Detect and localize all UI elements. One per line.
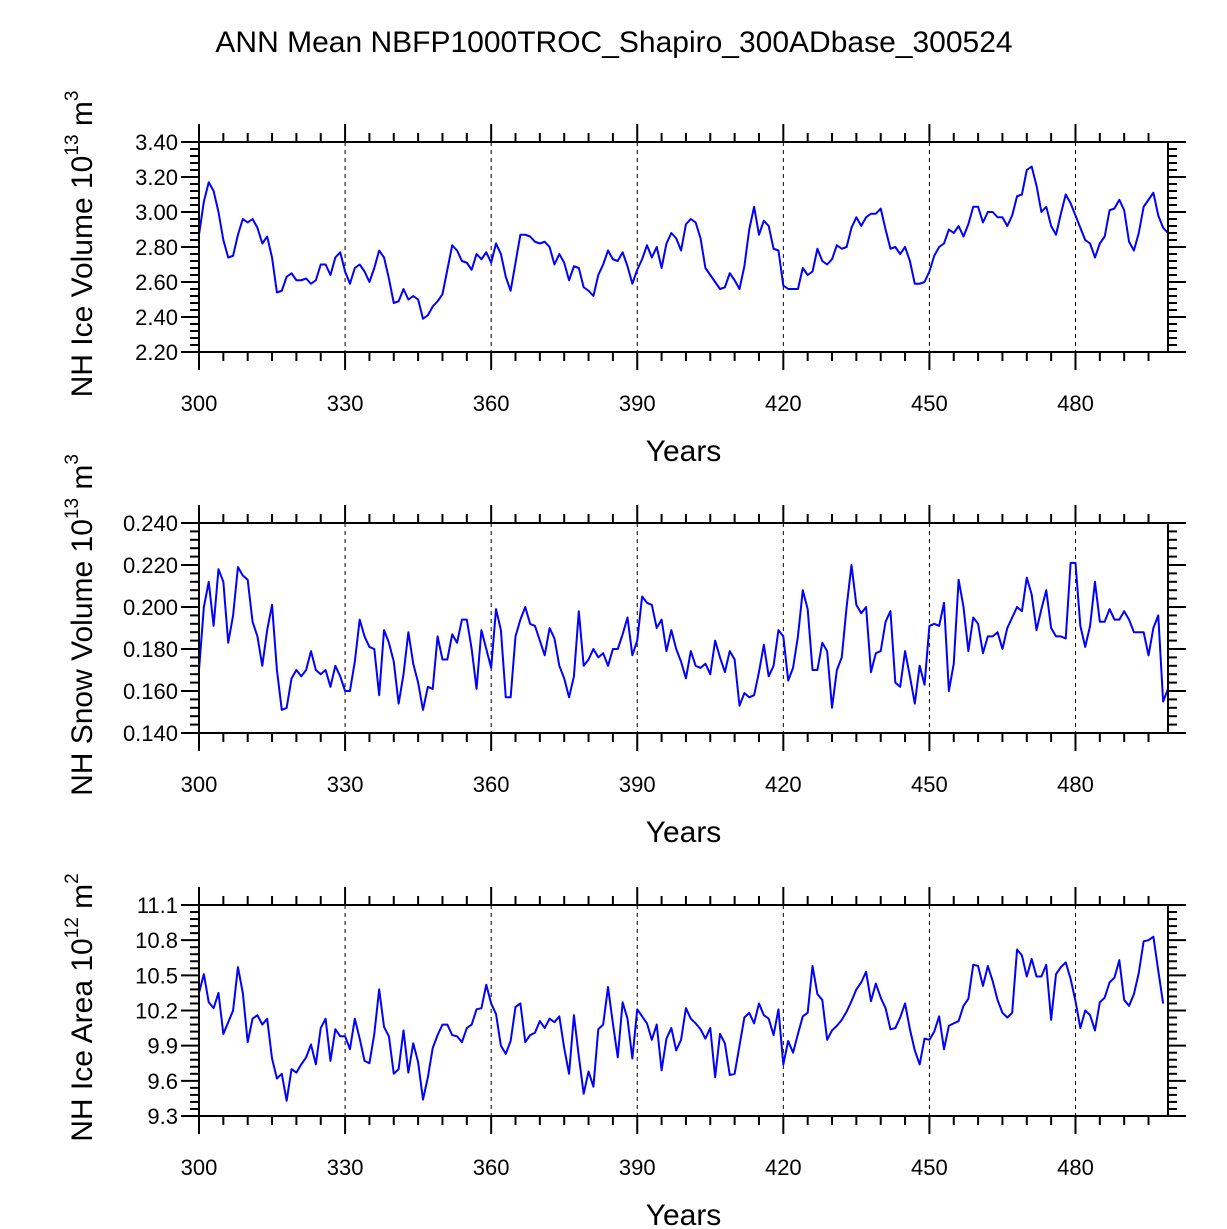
x-tick-label: 300 <box>181 391 218 416</box>
y-axis-label-superscript: 3 <box>62 91 83 102</box>
plot-panel-2: 300 330 360 390 420 450 480 0.140 0.160 0.180 0.20… <box>62 454 1186 849</box>
y-axis-label-text: m <box>66 884 99 917</box>
y-axis-label-superscript: 12 <box>62 917 83 938</box>
plot-frame <box>198 522 1169 734</box>
y-axis-label: NH Ice Volume 1013 m3 <box>62 91 99 398</box>
series-line <box>198 935 1165 1102</box>
y-tick-label: 3.00 <box>135 200 178 225</box>
y-tick-label: 9.6 <box>147 1069 178 1094</box>
y-tick-label: 0.140 <box>123 721 178 746</box>
x-tick-label: 450 <box>911 772 948 797</box>
y-tick-label: 2.40 <box>135 305 178 330</box>
y-axis-label-text: NH Ice Volume 10 <box>66 156 99 398</box>
y-tick-label: 3.40 <box>135 130 178 155</box>
y-tick-label: 9.3 <box>147 1104 178 1129</box>
x-axis-label: Years <box>646 1199 722 1229</box>
y-axis-label: NH Snow Volume 1013 m3 <box>62 454 99 796</box>
x-tick-label: 390 <box>619 1155 656 1180</box>
x-tick-label: 360 <box>473 391 510 416</box>
y-axis-label-text: NH Ice Area 10 <box>66 938 99 1141</box>
x-tick-label: 450 <box>911 1155 948 1180</box>
chart-title: ANN Mean NBFP1000TROC_Shapiro_300ADbase_… <box>215 26 1012 59</box>
series-line <box>198 561 1169 711</box>
x-axis-label: Years <box>646 816 722 849</box>
y-tick-label: 11.1 <box>137 893 178 918</box>
x-tick-label: 300 <box>181 1155 218 1180</box>
x-tick-label: 420 <box>765 1155 802 1180</box>
x-tick-label: 300 <box>181 772 218 797</box>
plot-panel-1: 300 330 360 390 420 450 480 2.20 2.40 2.60 2.80 3.0… <box>62 91 1186 468</box>
x-tick-label: 360 <box>473 772 510 797</box>
x-tick-label: 450 <box>911 391 948 416</box>
x-tick-label: 330 <box>327 772 364 797</box>
y-tick-label: 0.220 <box>123 553 178 578</box>
y-tick-label: 3.20 <box>135 165 178 190</box>
y-tick-label: 10.2 <box>135 999 178 1024</box>
y-tick-label: 0.160 <box>123 679 178 704</box>
y-axis-label-superscript: 3 <box>62 454 83 465</box>
y-tick-label: 9.9 <box>147 1034 178 1059</box>
y-tick-label: 10.8 <box>135 928 178 953</box>
y-tick-label: 0.240 <box>123 511 178 536</box>
y-tick-label: 2.80 <box>135 235 178 260</box>
x-tick-label: 480 <box>1057 1155 1094 1180</box>
x-tick-label: 360 <box>473 1155 510 1180</box>
plot-frame <box>198 904 1169 1117</box>
y-tick-label: 0.180 <box>123 637 178 662</box>
y-tick-label: 0.200 <box>123 595 178 620</box>
x-axis-label: Years <box>646 435 722 468</box>
y-axis-label-superscript: 13 <box>62 498 83 519</box>
y-axis-label-text: m <box>66 101 99 134</box>
x-tick-label: 480 <box>1057 772 1094 797</box>
x-tick-label: 390 <box>619 772 656 797</box>
y-tick-label: 2.60 <box>135 270 178 295</box>
y-axis-label-superscript: 2 <box>62 873 83 884</box>
x-tick-label: 330 <box>327 391 364 416</box>
y-axis-label: NH Ice Area 1012 m2 <box>62 873 99 1141</box>
x-tick-label: 390 <box>619 391 656 416</box>
plot-panel-3: 300 330 360 390 420 450 480 9.3 9.6 9.9 10.2 10.5 10… <box>62 873 1186 1229</box>
y-axis-label-superscript: 13 <box>62 134 83 155</box>
y-axis-label-text: m <box>66 465 99 498</box>
y-tick-label: 10.5 <box>135 963 178 988</box>
y-tick-label: 2.20 <box>135 340 178 365</box>
x-tick-label: 420 <box>765 772 802 797</box>
y-axis-label-text: NH Snow Volume 10 <box>66 519 99 796</box>
x-tick-label: 480 <box>1057 391 1094 416</box>
x-tick-label: 420 <box>765 391 802 416</box>
x-tick-label: 330 <box>327 1155 364 1180</box>
plot-frame <box>198 141 1169 353</box>
series-line <box>198 165 1169 320</box>
